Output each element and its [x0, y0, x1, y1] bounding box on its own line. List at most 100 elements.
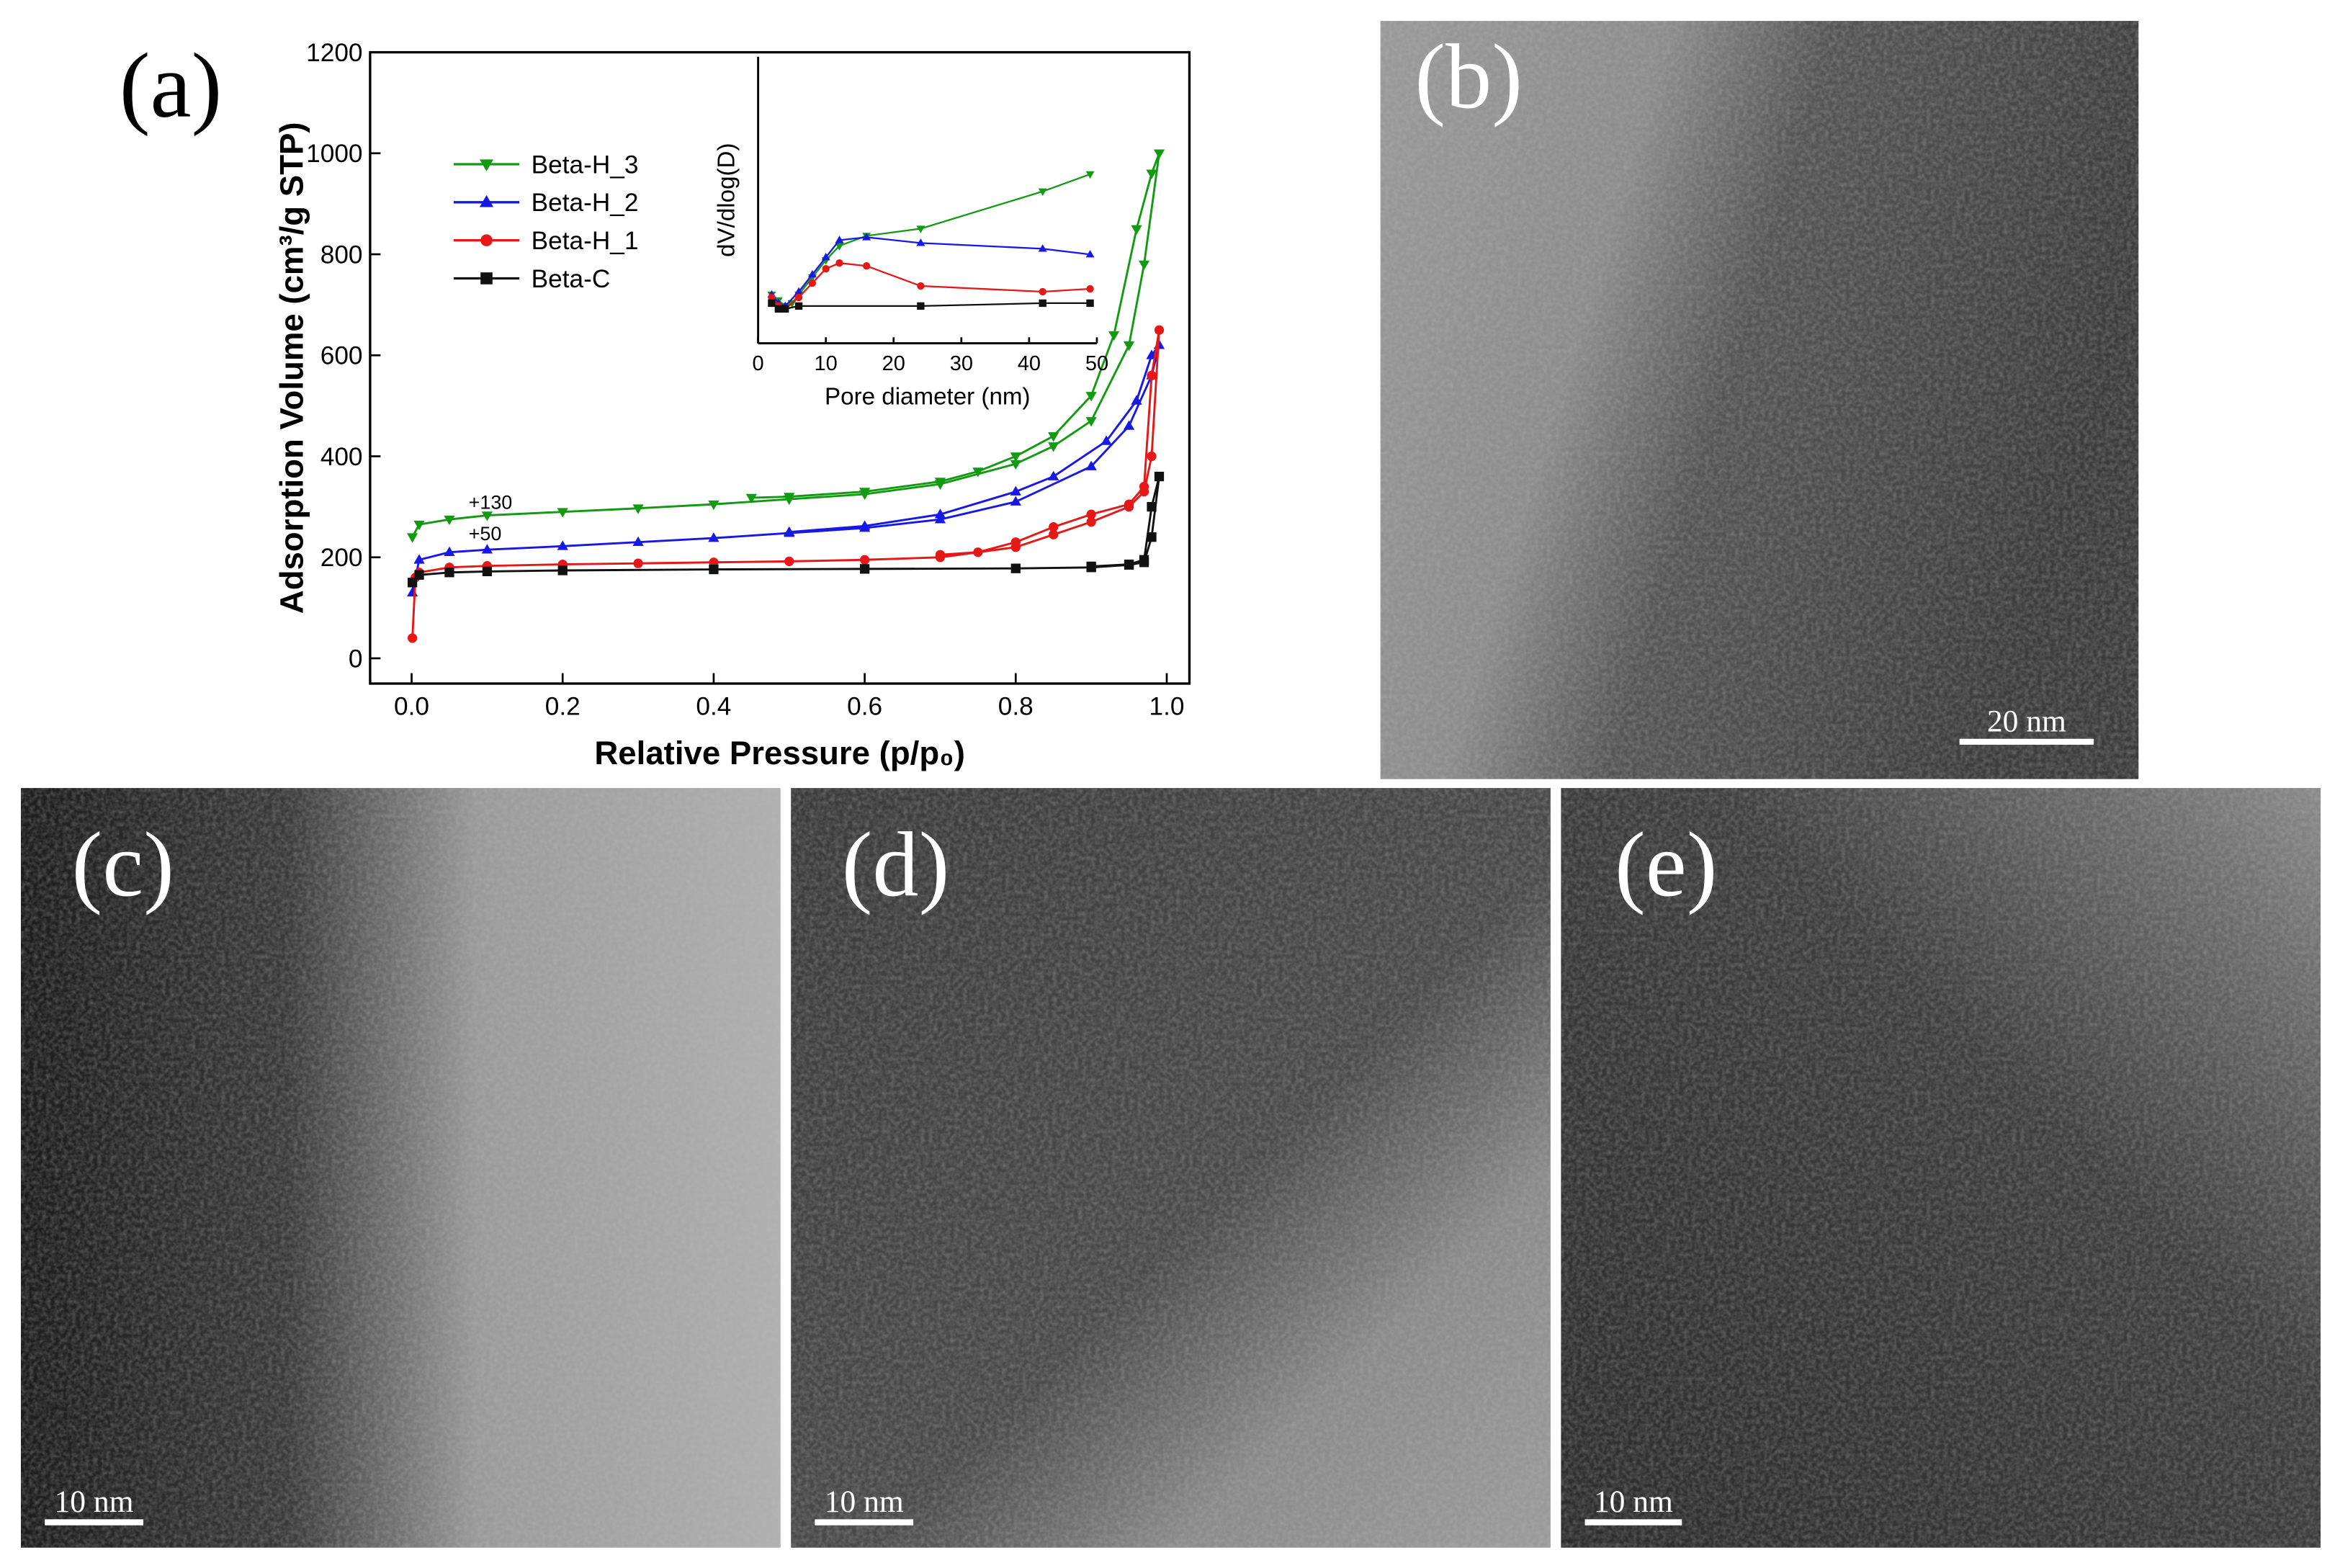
marker	[1147, 370, 1157, 380]
marker	[774, 305, 783, 313]
marker	[1010, 452, 1021, 462]
marker	[1123, 420, 1135, 430]
marker	[444, 546, 455, 557]
x-tick-label: 40	[1018, 352, 1041, 375]
marker	[859, 564, 870, 574]
marker	[482, 566, 493, 577]
marker	[1154, 471, 1165, 482]
marker	[916, 225, 925, 233]
marker	[784, 556, 794, 566]
marker	[1039, 287, 1046, 296]
panel-label: (c)	[71, 813, 174, 915]
annotation: +50	[469, 523, 502, 545]
y-tick-label: 800	[320, 241, 363, 269]
marker	[407, 633, 418, 643]
marker	[1039, 299, 1046, 308]
tem-image-d	[791, 788, 1551, 1548]
marker	[481, 511, 493, 521]
marker	[862, 262, 871, 270]
marker	[708, 500, 720, 511]
marker	[1123, 341, 1135, 351]
marker	[1085, 392, 1097, 402]
y-tick-label: 600	[320, 342, 363, 370]
marker	[935, 550, 946, 560]
marker	[859, 488, 871, 498]
marker	[1010, 460, 1021, 470]
marker	[781, 305, 789, 313]
marker	[1085, 417, 1097, 427]
marker	[1086, 285, 1094, 293]
tem-image-c	[21, 788, 781, 1548]
marker	[407, 578, 418, 588]
x-tick-label: 0.0	[394, 693, 429, 721]
x-tick-label: 10	[815, 352, 838, 375]
x-tick-label: 50	[1085, 352, 1108, 375]
y-axis-title: dV/dlog(D)	[713, 143, 740, 256]
marker	[632, 536, 644, 547]
marker	[1131, 395, 1142, 405]
x-tick-label: 0	[753, 352, 764, 375]
marker	[794, 302, 803, 310]
marker	[916, 238, 925, 246]
marker	[1086, 517, 1096, 527]
marker	[1010, 485, 1021, 496]
x-tick-label: 0.6	[847, 693, 882, 721]
x-tick-label: 0.2	[545, 693, 580, 721]
scale-bar-label: 10 nm	[1594, 1484, 1673, 1519]
marker	[972, 467, 984, 478]
marker	[1124, 499, 1134, 509]
marker	[859, 555, 870, 565]
marker	[822, 265, 830, 273]
marker	[444, 515, 455, 526]
x-tick-label: 30	[950, 352, 973, 375]
y-tick-label: 200	[320, 544, 363, 572]
panel-label: (d)	[842, 813, 950, 915]
marker	[917, 282, 925, 290]
y-tick-label: 1000	[306, 140, 362, 168]
marker	[1086, 509, 1096, 519]
marker	[414, 570, 424, 580]
x-tick-label: 20	[882, 352, 905, 375]
marker	[1138, 260, 1150, 271]
x-tick-label: 0.4	[696, 693, 731, 721]
scale-bar-label: 20 nm	[1987, 704, 2066, 738]
marker	[1139, 481, 1149, 492]
tem-image-e	[1561, 788, 2321, 1548]
legend-label: Beta-H_2	[532, 189, 639, 217]
marker	[1049, 529, 1059, 539]
marker	[1154, 325, 1165, 335]
marker	[557, 508, 568, 518]
series-line	[411, 344, 1160, 593]
marker	[1038, 244, 1047, 252]
marker	[1139, 555, 1149, 565]
marker	[1010, 563, 1021, 573]
marker	[413, 554, 425, 564]
marker	[794, 293, 803, 302]
marker	[557, 540, 568, 550]
marker	[1048, 432, 1059, 442]
tem-image-b	[1380, 21, 2139, 779]
marker	[1131, 225, 1142, 235]
marker	[745, 493, 757, 503]
marker	[934, 478, 946, 488]
panel-label: (e)	[1615, 813, 1718, 915]
marker	[1108, 331, 1120, 341]
marker	[794, 287, 804, 295]
scale-bar-label: 10 nm	[55, 1484, 134, 1519]
legend-label: Beta-H_1	[532, 227, 639, 255]
y-tick-label: 0	[349, 645, 363, 673]
legend-label: Beta-H_3	[532, 151, 639, 179]
marker	[835, 259, 843, 267]
marker	[1085, 460, 1097, 470]
series-line	[411, 329, 1160, 639]
marker	[835, 243, 844, 251]
marker	[481, 544, 493, 554]
panel-label: (b)	[1415, 25, 1523, 127]
marker	[808, 279, 817, 287]
marker	[1147, 532, 1157, 542]
marker	[479, 159, 494, 171]
legend-label: Beta-C	[532, 265, 611, 293]
y-tick-label: 1200	[306, 39, 362, 67]
x-axis-title: Relative Pressure (p/p₀)	[594, 735, 965, 771]
